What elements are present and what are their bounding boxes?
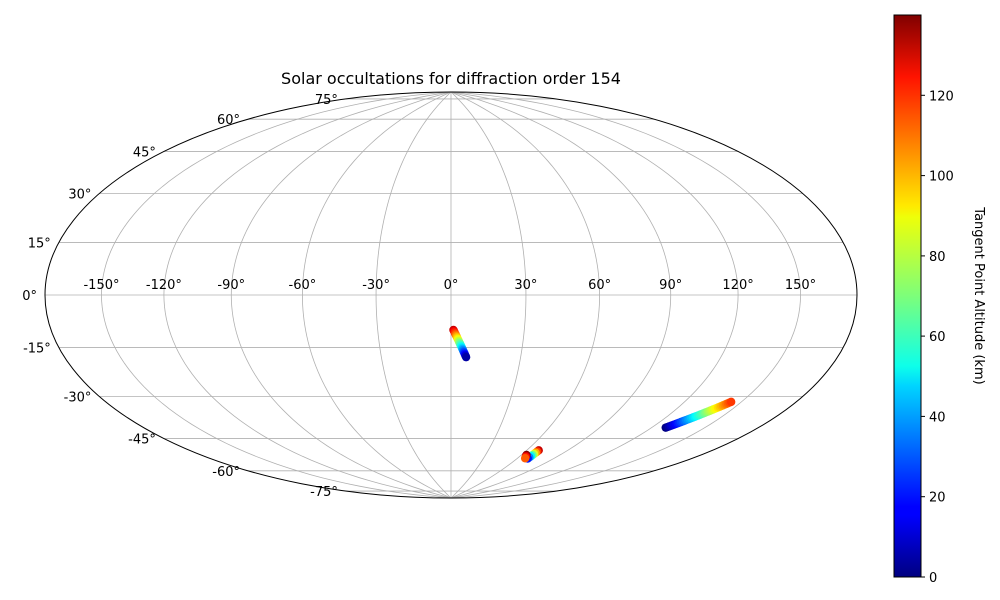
longitude-tick-label: 90° bbox=[659, 278, 682, 293]
latitude-tick-label: -45° bbox=[128, 433, 156, 448]
occultation-point bbox=[726, 397, 736, 407]
longitude-tick-label: 150° bbox=[785, 278, 816, 293]
colorbar: 0 20 40 60 80 100 120 Tangent Point Altitude (… bbox=[893, 14, 986, 586]
graticule bbox=[45, 92, 857, 498]
colorbar-label: Tangent Point Altitude (km) bbox=[971, 206, 986, 384]
occultation-point bbox=[461, 352, 471, 362]
colorbar-tick-label: 80 bbox=[929, 250, 946, 265]
colorbar-ticks: 0 20 40 60 80 100 120 bbox=[921, 89, 954, 586]
longitude-tick-label: -90° bbox=[217, 278, 245, 293]
longitude-tick-label: -120° bbox=[146, 278, 182, 293]
occultation-point bbox=[520, 454, 530, 463]
map-outline bbox=[44, 91, 858, 499]
longitude-tick-label: 60° bbox=[588, 278, 611, 293]
latitude-tick-label: -30° bbox=[64, 391, 92, 406]
data-points bbox=[449, 325, 736, 463]
longitude-tick-label: -150° bbox=[83, 278, 119, 293]
map-plot-area: -150° -120° -90° -60° -30° 0° 30° 60° 90° 120° 150… bbox=[22, 91, 858, 500]
latitude-tick-label: -75° bbox=[310, 485, 338, 500]
latitude-tick-label: -60° bbox=[212, 465, 240, 480]
latitude-tick-label: 75° bbox=[315, 93, 338, 108]
longitude-tick-label: 30° bbox=[514, 278, 537, 293]
colorbar-tick-label: 120 bbox=[929, 89, 954, 104]
latitude-tick-label: 45° bbox=[133, 146, 156, 161]
longitude-tick-labels: -150° -120° -90° -60° -30° 0° 30° 60° 90° 120° 150… bbox=[83, 278, 816, 293]
longitude-tick-label: -60° bbox=[289, 278, 317, 293]
longitude-tick-label: 0° bbox=[444, 278, 459, 293]
latitude-tick-label: 15° bbox=[28, 237, 51, 252]
longitude-tick-label: 120° bbox=[722, 278, 753, 293]
colorbar-tick-label: 40 bbox=[929, 410, 946, 425]
colorbar-gradient bbox=[893, 14, 922, 578]
colorbar-tick-label: 0 bbox=[929, 571, 937, 586]
latitude-tick-labels: 75° 60° 45° 30° 15° 0° -15° -30° -45° -60° -75° bbox=[22, 93, 338, 500]
colorbar-tick-label: 100 bbox=[929, 170, 954, 185]
chart-title: Solar occultations for diffraction order… bbox=[281, 69, 621, 88]
longitude-tick-label: -30° bbox=[362, 278, 390, 293]
colorbar-tick-label: 60 bbox=[929, 330, 946, 345]
colorbar-tick-label: 20 bbox=[929, 491, 946, 506]
latitude-tick-label: 30° bbox=[68, 188, 91, 203]
latitude-tick-label: 60° bbox=[217, 113, 240, 128]
latitude-tick-label: -15° bbox=[23, 342, 51, 357]
latitude-tick-label: 0° bbox=[22, 289, 37, 304]
